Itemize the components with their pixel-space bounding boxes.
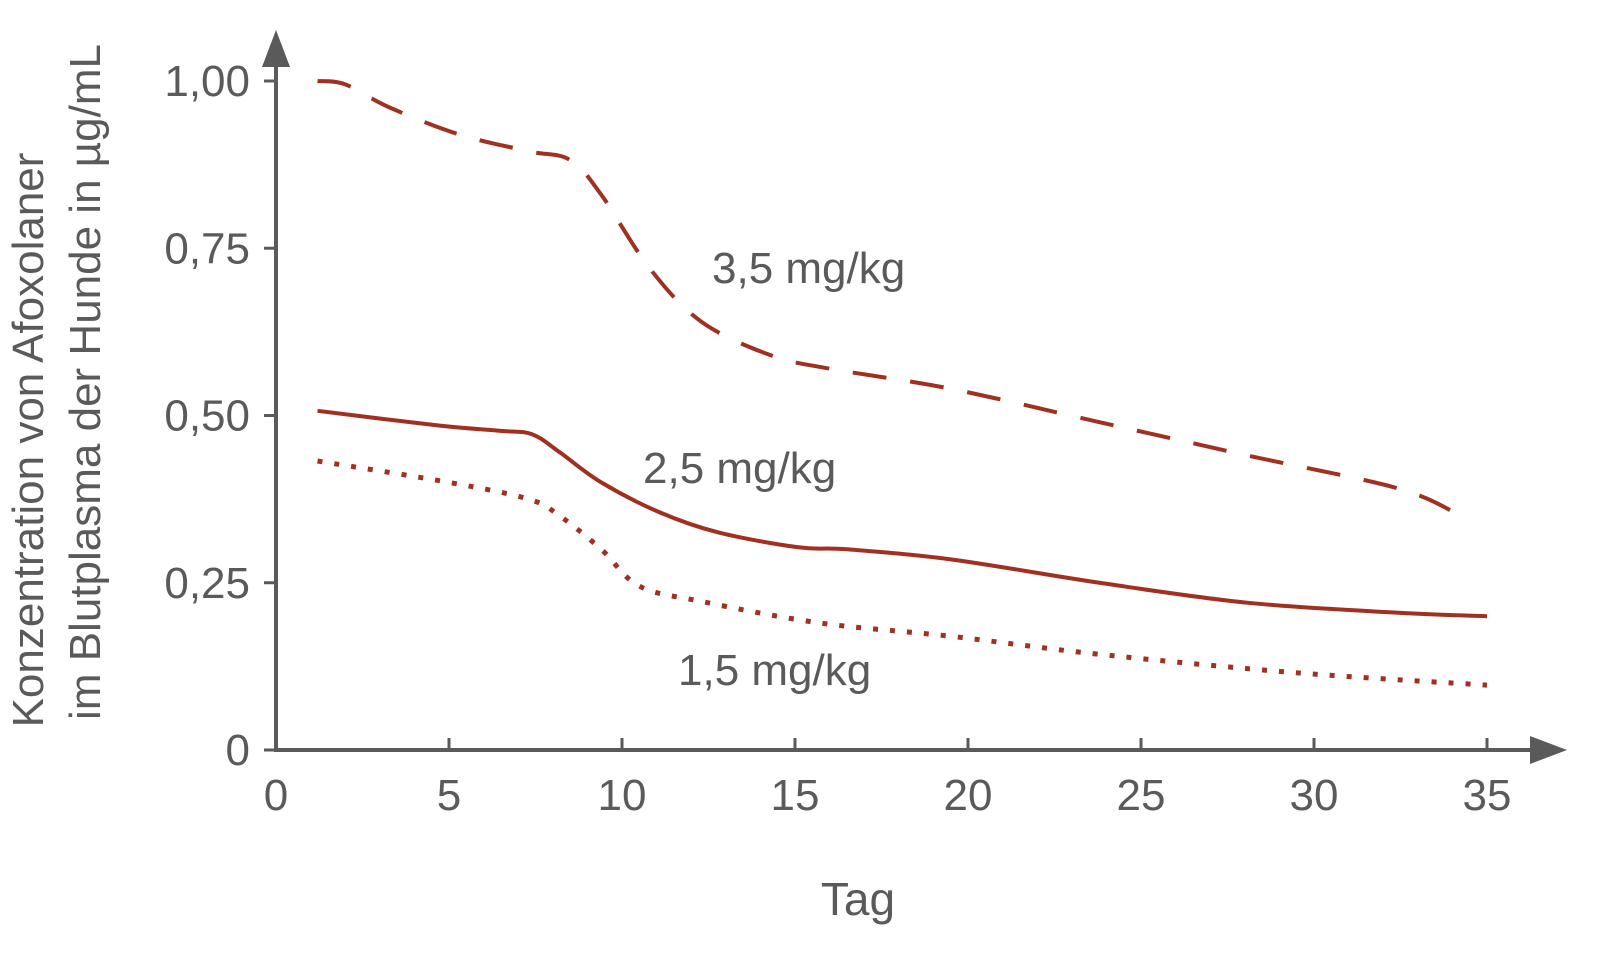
y-tick-label: 0,25 <box>164 559 250 608</box>
y-axis-label-line-2: im Blutplasma der Hunde in µg/mL <box>61 44 110 720</box>
x-tick-label: 15 <box>771 771 820 820</box>
x-tick-label: 25 <box>1117 771 1166 820</box>
x-tick-label: 30 <box>1290 771 1339 820</box>
y-tick-label: 0 <box>226 726 250 775</box>
x-tick-label: 0 <box>264 771 288 820</box>
series-line-solid <box>317 408 1488 619</box>
series-label-2-5: 2,5 mg/kg <box>643 444 836 493</box>
series-line-dashed <box>317 79 1468 522</box>
y-tick-label: 0,50 <box>164 392 250 441</box>
series-line-dotted <box>317 458 1488 688</box>
y-axis-label-line-1: Konzentration von Afoxolaner <box>4 153 53 728</box>
x-tick-label: 5 <box>437 771 461 820</box>
x-tick-label: 10 <box>598 771 647 820</box>
x-tick-label: 35 <box>1463 771 1512 820</box>
x-axis-label: Tag <box>821 873 895 925</box>
x-axis-arrow-icon <box>1530 736 1567 764</box>
series-label-3-5: 3,5 mg/kg <box>712 244 905 293</box>
y-tick-label: 0,75 <box>164 224 250 273</box>
y-axis-arrow-icon <box>262 30 290 67</box>
axes <box>262 30 1567 764</box>
x-tick-label: 20 <box>944 771 993 820</box>
series-label-1-5: 1,5 mg/kg <box>678 646 871 695</box>
y-tick-label: 1,00 <box>164 57 250 106</box>
